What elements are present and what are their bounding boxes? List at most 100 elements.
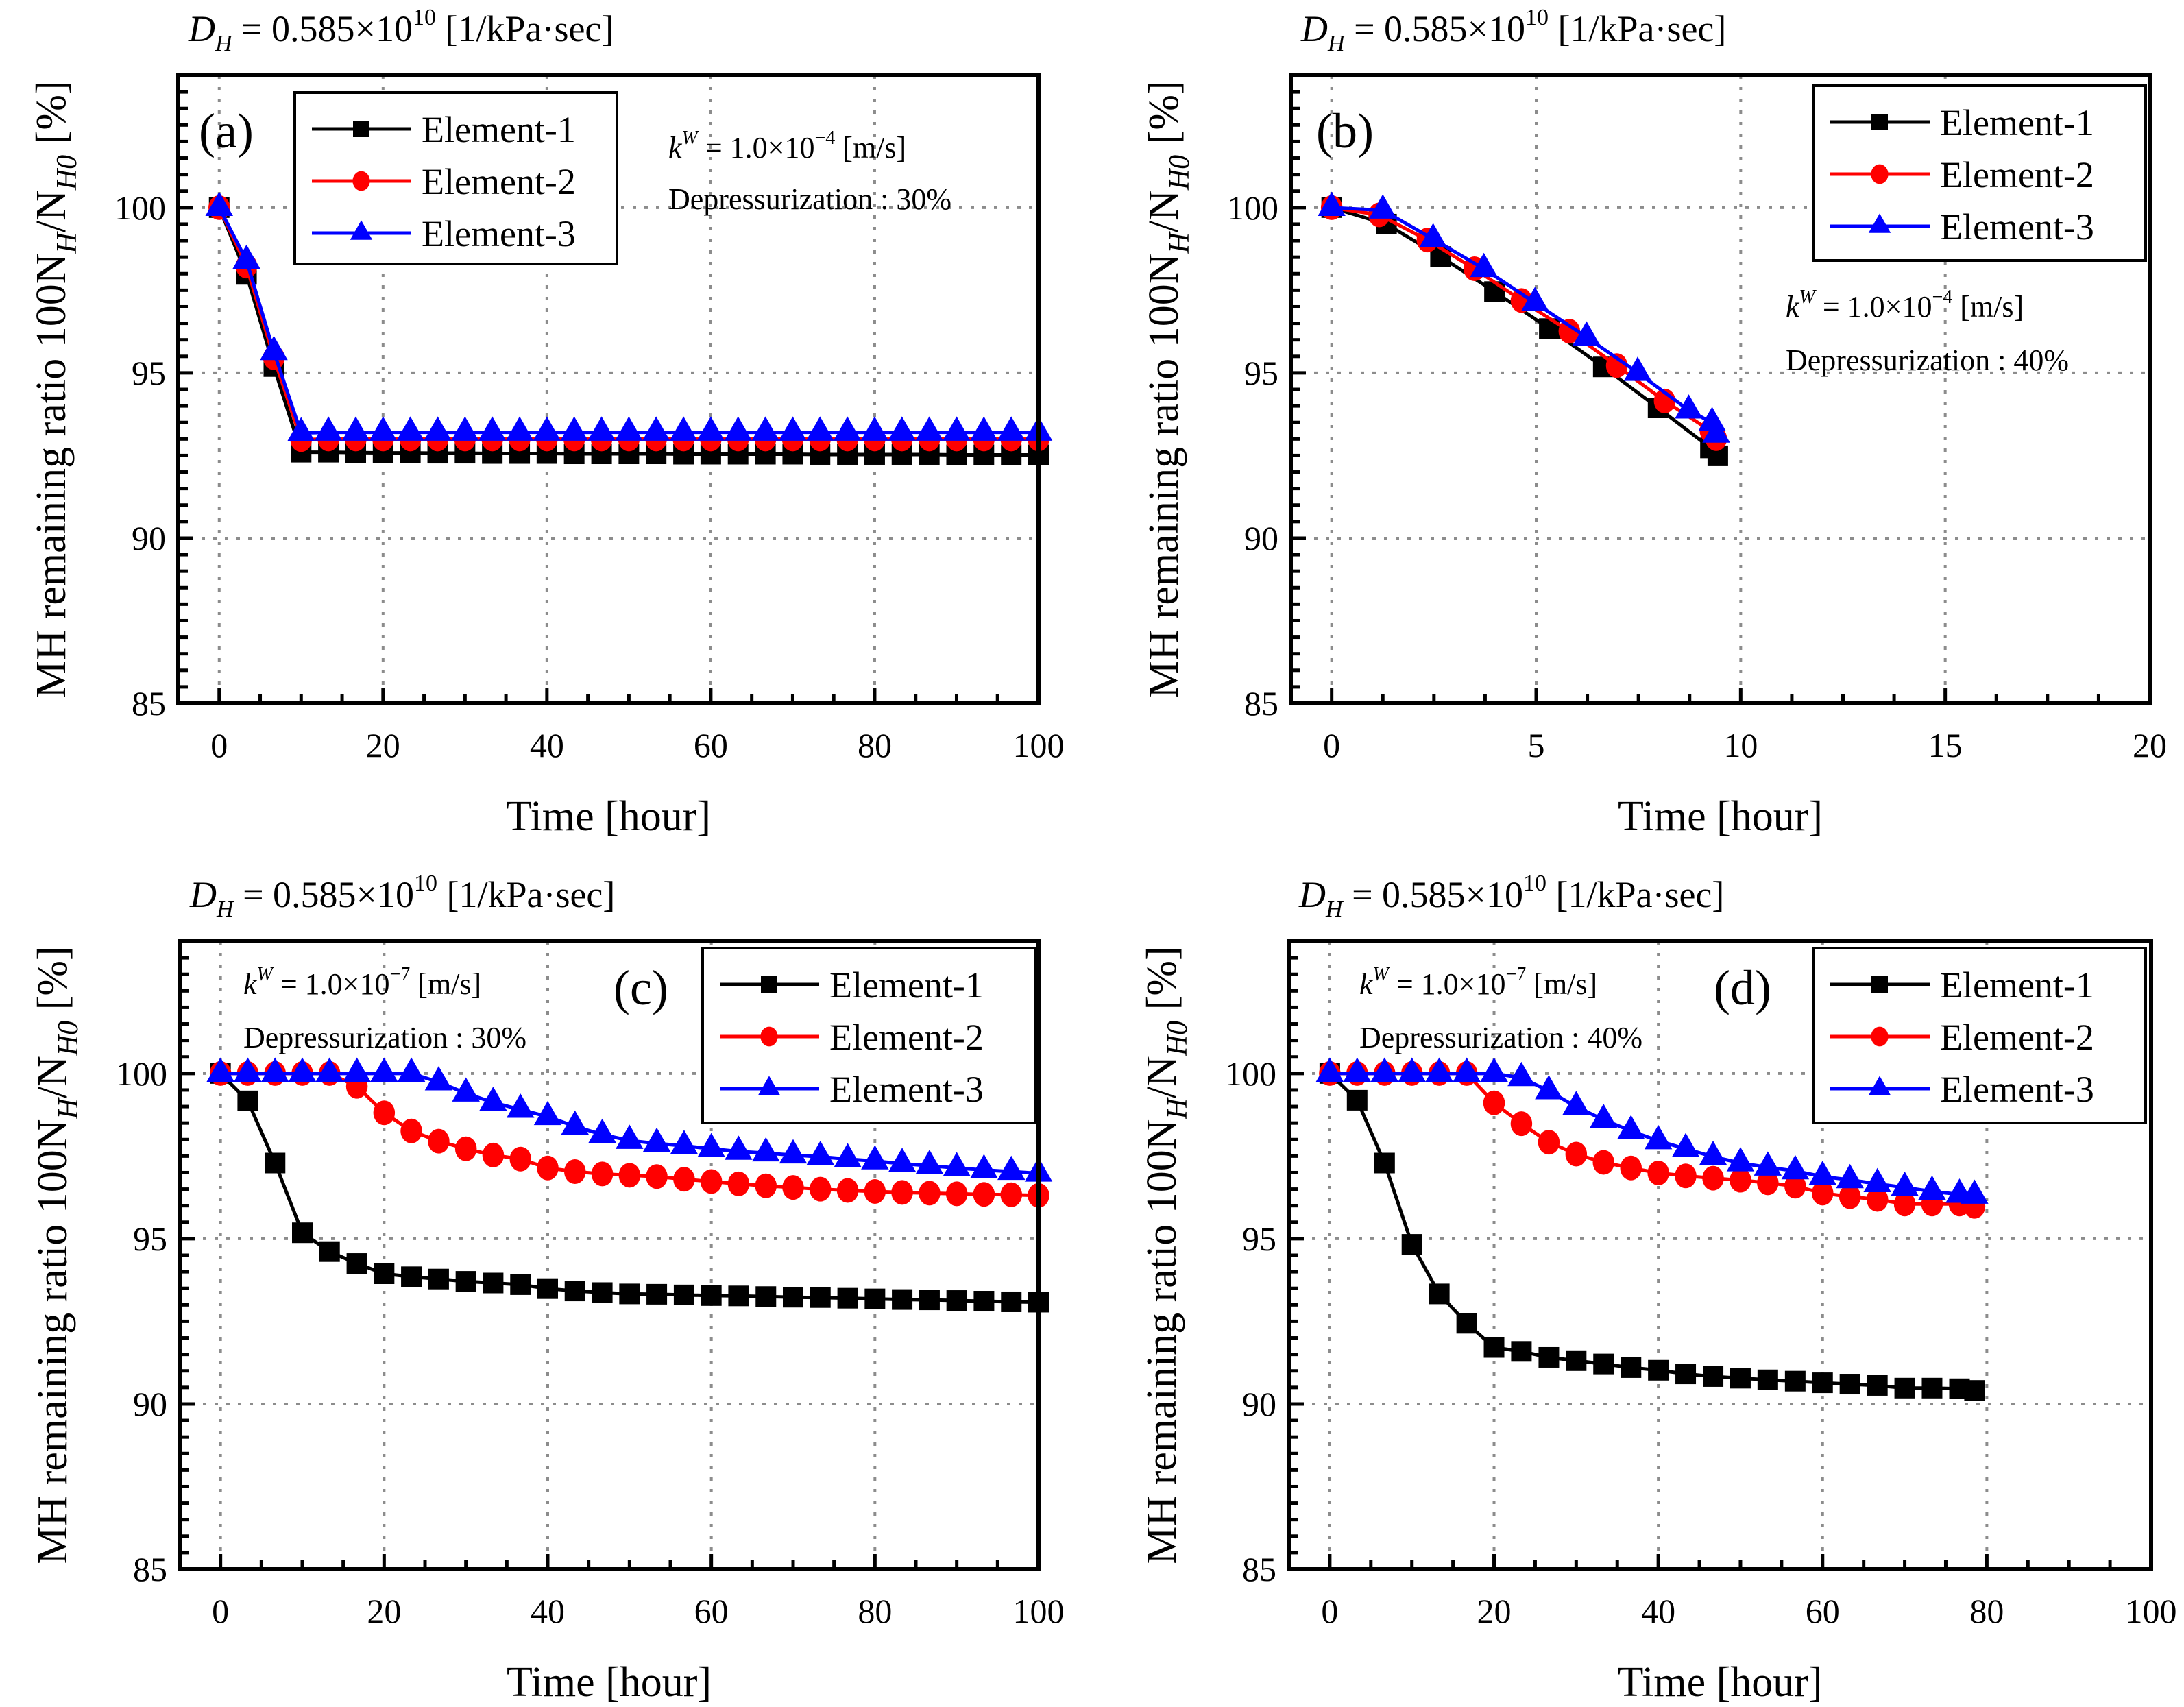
data-point-circle: [836, 1178, 859, 1203]
x-tick-label: 40: [530, 726, 564, 764]
y-axis-title-subscript: H: [51, 230, 83, 254]
data-point-triangle: [1480, 1057, 1508, 1082]
data-point-square: [374, 1263, 395, 1284]
data-point-square: [1621, 1357, 1642, 1378]
data-point-triangle: [888, 416, 917, 441]
kw-exponent: −7: [1506, 964, 1527, 985]
legend-marker-square: [761, 976, 777, 993]
data-point-square: [1401, 1234, 1422, 1255]
legend-label: Element-3: [829, 1069, 984, 1110]
y-axis-title-mid: /N: [1139, 1056, 1185, 1098]
data-point-square: [483, 1272, 504, 1294]
data-point-triangle: [234, 1057, 262, 1082]
legend-marker-circle: [760, 1026, 778, 1047]
data-point-circle: [563, 1159, 586, 1185]
data-point-circle: [1730, 1167, 1751, 1193]
x-tick-label: 60: [694, 726, 728, 764]
depressurization-annotation: Depressurization : 40%: [1359, 1021, 1642, 1054]
data-point-circle: [1605, 353, 1628, 378]
header-subscript: H: [1327, 31, 1346, 56]
x-axis-title: Time [hour]: [506, 793, 711, 840]
y-axis-title-unit: [%]: [1139, 946, 1185, 1020]
data-point-triangle: [1369, 194, 1397, 219]
data-point-square: [319, 1241, 340, 1262]
data-point-square: [1566, 1350, 1587, 1371]
data-point-triangle: [1535, 1075, 1563, 1100]
legend-item: Element-1: [720, 965, 984, 1006]
data-point-circle: [591, 1161, 614, 1187]
data-point-triangle: [232, 244, 260, 269]
data-point-triangle: [943, 416, 971, 441]
data-point-triangle: [478, 416, 507, 441]
legend-marker-triangle: [757, 1076, 781, 1095]
data-point-triangle: [1315, 1057, 1344, 1082]
data-point-square: [1429, 1283, 1450, 1305]
data-point-square: [755, 1286, 777, 1307]
data-point-triangle: [752, 1137, 780, 1162]
kw-exponent: −4: [815, 128, 836, 149]
permeability-annotation: kW = 1.0×10−7 [m/s]: [1359, 964, 1597, 1001]
y-axis-title-subscript: H0: [1162, 1021, 1193, 1056]
kw-unit: [m/s]: [835, 131, 906, 165]
data-point-triangle: [1699, 1141, 1727, 1165]
data-point-circle: [400, 1118, 422, 1143]
data-point-triangle: [1891, 1171, 1919, 1196]
panel-label: (c): [614, 960, 668, 1015]
data-point-square: [1456, 1313, 1477, 1334]
legend-item: Element-2: [720, 1017, 984, 1058]
chart-panel-c: DH = 0.585×1010 [1/kPa·sec]0 20 40 60 80 1008…: [29, 871, 1065, 1706]
kw-value: = 1.0×10: [1815, 290, 1932, 324]
legend-item: Element-1: [1830, 965, 2094, 1006]
data-point-triangle: [587, 416, 616, 441]
data-point-triangle: [751, 416, 779, 441]
y-tick-label: 95: [132, 354, 166, 392]
data-point-square: [1675, 1364, 1697, 1385]
data-point-triangle: [642, 1127, 671, 1152]
panel-header-formula: DH = 0.585×1010 [1/kPa·sec]: [188, 5, 614, 56]
data-point-circle: [1538, 1130, 1560, 1155]
y-axis-title: MH remaining ratio 100NH/NH0 [%]: [29, 946, 84, 1564]
series-element-3: [1315, 1057, 1989, 1204]
data-point-triangle: [287, 417, 315, 441]
header-unit: [1/kPa·sec]: [1546, 874, 1724, 915]
data-point-triangle: [997, 416, 1026, 441]
x-tick-label: 20: [367, 1592, 401, 1630]
data-point-square: [673, 1284, 694, 1305]
data-point-circle: [537, 1155, 559, 1181]
data-point-square: [1839, 1374, 1860, 1395]
x-tick-label: 80: [1969, 1592, 2004, 1630]
x-tick-label: 100: [2126, 1592, 2177, 1630]
legend-marker-circle: [352, 171, 370, 191]
chart-panel-b: DH = 0.585×1010 [1/kPa·sec]0 5 10 15 2085909…: [1141, 5, 2167, 840]
data-point-square: [646, 1283, 668, 1305]
x-tick-label: 20: [1477, 1592, 1512, 1630]
y-tick-label: 100: [114, 189, 166, 227]
data-point-triangle: [1470, 252, 1498, 278]
data-point-circle: [945, 1181, 968, 1207]
panel-label: (a): [199, 104, 254, 158]
legend-marker-square: [353, 121, 369, 137]
data-point-square: [892, 1289, 913, 1310]
data-point-circle: [1483, 1090, 1505, 1115]
x-axis-title: Time [hour]: [507, 1659, 712, 1706]
data-point-square: [428, 1268, 449, 1290]
data-point-circle: [1757, 1170, 1779, 1196]
legend-item: Element-1: [312, 109, 576, 150]
x-tick-label: 20: [366, 726, 400, 764]
kw-symbol: k: [1786, 290, 1800, 324]
data-point-triangle: [1781, 1154, 1810, 1180]
data-point-triangle: [505, 416, 534, 441]
data-point-triangle: [615, 416, 643, 441]
header-subscript: H: [216, 897, 235, 922]
data-point-triangle: [915, 416, 943, 441]
panel-header-formula: DH = 0.585×1010 [1/kPa·sec]: [1300, 5, 1726, 56]
y-tick-label: 100: [1227, 189, 1278, 227]
data-point-triangle: [452, 1077, 480, 1102]
data-point-triangle: [724, 416, 752, 441]
data-point-triangle: [396, 416, 424, 441]
permeability-annotation: kW = 1.0×10−4 [m/s]: [1786, 287, 2024, 324]
data-point-triangle: [1370, 1057, 1399, 1082]
header-equals-value: = 0.585×10: [232, 8, 413, 49]
kw-value: = 1.0×10: [273, 967, 390, 1001]
data-point-triangle: [1453, 1057, 1481, 1082]
